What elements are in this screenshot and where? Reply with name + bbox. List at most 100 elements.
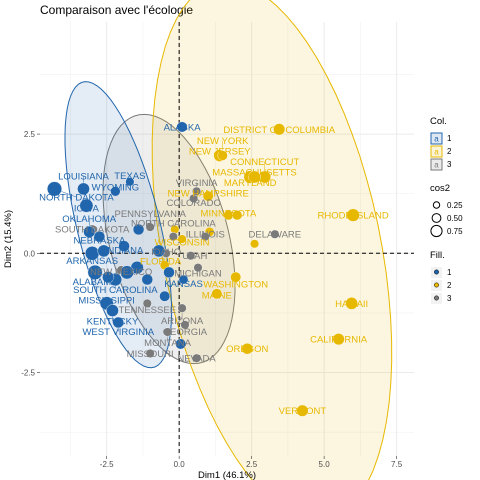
data-label: ARKANSAS xyxy=(66,256,118,267)
y-axis-title: Dim2 (15.4%) xyxy=(3,210,14,268)
legend-label: 2 xyxy=(447,281,452,290)
data-label: NEVADA xyxy=(177,354,216,365)
concentration-ellipses xyxy=(64,0,393,480)
legend-label: 0.75 xyxy=(447,227,463,236)
legend-key xyxy=(430,145,443,158)
legend-label: 2 xyxy=(447,147,452,156)
data-point xyxy=(152,244,166,258)
data-label: MONTANA xyxy=(144,338,191,349)
y-tick-label: 2.5 xyxy=(24,130,36,139)
data-point xyxy=(163,266,175,279)
data-label: DELAWARE xyxy=(249,230,302,241)
legend-label: 1 xyxy=(447,268,452,277)
data-label: ALABAMA xyxy=(73,277,119,288)
legend-key xyxy=(434,269,439,275)
data-label: MINNESOTA xyxy=(201,208,257,219)
data-label: NORTH DAKOTA xyxy=(39,193,114,204)
data-label: IOWA xyxy=(74,203,100,214)
data-point xyxy=(106,304,119,317)
data-point xyxy=(192,353,202,363)
data-point xyxy=(241,342,253,355)
ellipse-group-2 xyxy=(151,0,393,480)
data-label: KENTUCKY xyxy=(87,317,139,328)
chart-title: Comparaison avec l'écologie xyxy=(40,3,193,17)
ellipse-group-3 xyxy=(102,113,236,365)
x-tick-label: 2.5 xyxy=(246,460,258,469)
data-label: ILLINOIS xyxy=(186,229,225,240)
data-label: MISSISSIPPI xyxy=(78,295,135,306)
data-label: TEXAS xyxy=(114,171,145,182)
legend-key-glyph: a xyxy=(434,161,439,170)
data-point xyxy=(200,232,210,242)
data-label: IDAHO xyxy=(151,247,181,258)
data-label: INDIANA xyxy=(105,245,144,256)
data-label: NEBRASKA xyxy=(74,235,126,246)
data-label: KANSAS xyxy=(164,279,203,290)
data-label: MAINE xyxy=(202,290,232,301)
data-label: NEW JERSEY xyxy=(189,147,251,158)
legend-key xyxy=(432,201,441,209)
legend-key xyxy=(434,295,439,301)
data-label: RHODE ISLAND xyxy=(317,211,388,222)
data-point xyxy=(177,234,187,244)
data-label: VIRGINIA xyxy=(176,178,218,189)
data-point xyxy=(163,327,173,337)
data-point xyxy=(77,182,90,196)
data-point xyxy=(332,333,345,346)
data-point xyxy=(102,271,115,284)
data-point xyxy=(145,222,155,232)
data-point xyxy=(46,181,62,197)
data-point xyxy=(87,264,103,280)
data-label: ALASKA xyxy=(164,122,202,133)
legend-label: 3 xyxy=(447,294,452,303)
data-label: VERMONT xyxy=(279,406,327,417)
data-point xyxy=(112,316,124,329)
legend-title: cos2 xyxy=(430,183,450,194)
data-label: NEW MEXICO xyxy=(90,267,152,278)
data-point xyxy=(145,348,155,358)
data-point xyxy=(180,320,190,330)
y-tick-label: -2.5 xyxy=(21,369,35,378)
y-tick-label: 0.0 xyxy=(24,249,36,258)
legend-key xyxy=(430,224,443,238)
data-point xyxy=(211,288,223,300)
data-label: WASHINGTON xyxy=(203,279,268,290)
data-label: ARIZONA xyxy=(161,316,204,327)
legend-key xyxy=(431,213,442,223)
legend-label: 1 xyxy=(447,134,452,143)
data-point xyxy=(176,121,188,133)
data-point xyxy=(110,186,121,197)
data-points xyxy=(46,121,360,417)
data-point xyxy=(296,404,309,417)
data-point xyxy=(193,263,203,273)
data-point xyxy=(125,177,135,187)
data-label: NEW HAMPSHIRE xyxy=(168,189,249,200)
data-label: WISCONSIN xyxy=(155,237,210,248)
data-point xyxy=(346,208,360,222)
data-label: FLORIDA xyxy=(140,256,182,267)
legend-label: 0.50 xyxy=(447,214,463,223)
data-label: CALIFORNIA xyxy=(310,335,368,346)
data-point xyxy=(79,198,94,213)
data-label: WYOMING xyxy=(92,182,140,193)
x-tick-label: 5.0 xyxy=(319,460,331,469)
legend-key xyxy=(434,282,439,288)
data-label: CONNECTICUT xyxy=(230,157,299,168)
x-axis-title: Dim1 (46.1%) xyxy=(198,470,256,480)
data-label: PENNSYLVANIA xyxy=(114,209,186,220)
data-point xyxy=(248,170,261,184)
data-point xyxy=(192,186,202,196)
data-point xyxy=(159,290,171,302)
legend-label: 3 xyxy=(447,160,452,169)
x-tick-label: -2.5 xyxy=(100,460,114,469)
data-label: LOUISIANA xyxy=(58,172,109,183)
data-point xyxy=(93,230,106,243)
legend-key xyxy=(430,158,443,171)
data-point xyxy=(83,225,96,238)
data-point xyxy=(168,232,178,242)
data-label: NORTH CAROLINA xyxy=(131,219,216,230)
data-label: MASSACHUSETTS xyxy=(212,167,296,178)
x-tick-label: 7.5 xyxy=(391,460,403,469)
data-point xyxy=(118,240,130,252)
